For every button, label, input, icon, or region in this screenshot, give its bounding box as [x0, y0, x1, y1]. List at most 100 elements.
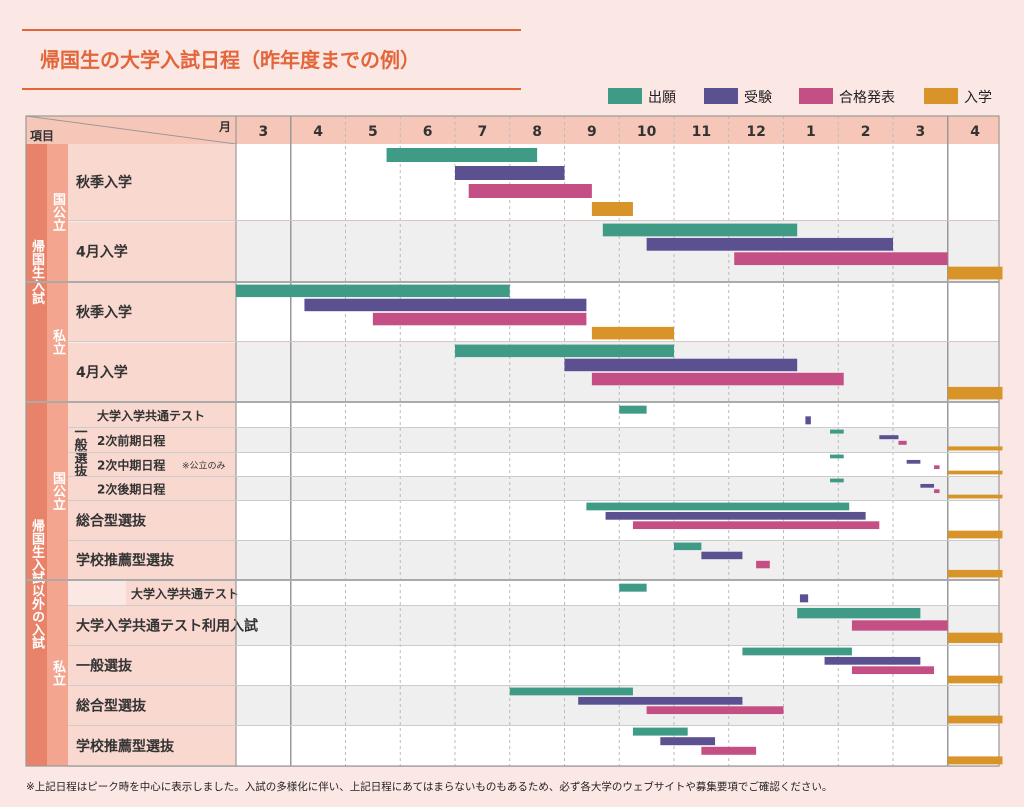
- group-cell-kokko2: [47, 403, 68, 579]
- bar-result: [372, 312, 587, 326]
- bar-result: [632, 521, 880, 530]
- month-label: 6: [423, 124, 433, 140]
- bar-apply: [236, 284, 510, 298]
- row-label-cell: [68, 606, 236, 645]
- row-label-cell: [90, 403, 236, 427]
- month-label: 3: [259, 124, 269, 140]
- group-cell-shiritsu2: [47, 581, 68, 766]
- row-label: 2次前期日程: [97, 433, 165, 448]
- bar-entry: [947, 530, 1003, 539]
- legend-swatch-apply: [608, 88, 642, 104]
- bar-apply: [830, 429, 844, 434]
- month-label: 9: [587, 124, 597, 140]
- group-cell-kikoku: [26, 144, 47, 401]
- bar-result: [851, 620, 948, 631]
- bar-result: [851, 666, 935, 675]
- legend-swatch-result: [799, 88, 833, 104]
- row-label-cell: [68, 646, 236, 685]
- bar-result: [756, 560, 770, 569]
- legend-label-exam: 受験: [744, 90, 772, 106]
- group-label-ippan: 一般選抜: [72, 425, 88, 478]
- row-label-cell: [90, 453, 236, 476]
- legend-label-result: 合格発表: [839, 90, 895, 106]
- row-label: 4月入学: [76, 364, 128, 381]
- month-label: 11: [692, 124, 711, 140]
- row-label-cell: [68, 283, 236, 341]
- bar-entry: [947, 715, 1003, 724]
- row-background: [236, 726, 999, 766]
- month-labels: 3 4 5 6 7 8 9 10 11 12 1 2 3 4: [259, 124, 981, 140]
- bar-result: [468, 184, 592, 198]
- bar-exam: [646, 237, 893, 251]
- bar-entry: [947, 386, 1003, 400]
- legend: 出願 受験 合格発表 入学: [608, 88, 992, 106]
- bar-apply: [602, 223, 798, 237]
- row-label-cell: [68, 686, 236, 725]
- bar-result: [934, 489, 940, 494]
- month-label: 3: [916, 124, 926, 140]
- bar-exam: [824, 656, 921, 665]
- bar-result: [734, 252, 948, 266]
- row-label-cell: [68, 144, 236, 220]
- bar-exam: [805, 416, 811, 425]
- row-label: 秋季入学: [76, 304, 132, 321]
- bar-apply: [619, 405, 647, 414]
- group-cell-other: [26, 403, 47, 766]
- row-label: 総合型選抜: [76, 698, 147, 715]
- row-label-cell: [68, 726, 236, 766]
- group-cell-kokko1: [47, 144, 68, 281]
- month-label: 4: [313, 124, 323, 140]
- header-diagonal: [25, 115, 237, 145]
- bar-exam: [906, 459, 921, 464]
- bar-entry: [947, 446, 1003, 451]
- bar-entry: [591, 202, 633, 216]
- bar-entry: [591, 326, 674, 340]
- row-label: 大学入学共通テスト: [131, 586, 239, 601]
- bar-result: [898, 440, 907, 445]
- bar-exam: [455, 166, 565, 180]
- row-label: 大学入学共通テスト利用入試: [76, 618, 258, 635]
- row-label: 2次後期日程: [97, 482, 165, 497]
- group-label-kokko1: 国公立: [50, 193, 66, 232]
- month-label: 10: [637, 124, 657, 140]
- month-label: 8: [532, 124, 542, 140]
- month-label: 7: [478, 124, 488, 140]
- header-item-label: 項目: [30, 129, 54, 143]
- bar-apply: [830, 454, 844, 459]
- row-label: 一般選抜: [76, 658, 133, 675]
- bar-exam: [304, 298, 587, 312]
- bar-result: [934, 465, 940, 470]
- legend-label-apply: 出願: [648, 90, 676, 106]
- bar-exam: [920, 483, 935, 488]
- bar-apply: [830, 478, 844, 483]
- row-label: 総合型選抜: [76, 513, 147, 530]
- bar-apply: [455, 344, 674, 358]
- row-background: [236, 581, 999, 605]
- bar-apply: [674, 542, 702, 551]
- row-background: [236, 403, 999, 427]
- table-border: [25, 115, 1000, 767]
- row-label-cell: [68, 343, 236, 401]
- row-note: ※公立のみ: [182, 460, 226, 472]
- legend-swatch-entry: [924, 88, 958, 104]
- row-label: 学校推薦型選抜: [76, 552, 175, 569]
- legend-label-entry: 入学: [964, 90, 992, 106]
- bar-layer: [236, 148, 1003, 765]
- bar-exam: [605, 511, 866, 520]
- row-label-cell: [68, 501, 236, 540]
- bar-exam: [578, 696, 743, 705]
- row-label-cell: [68, 222, 236, 281]
- group-label-other: 帰国生入試以外の入試: [29, 518, 46, 650]
- bar-exam: [564, 358, 798, 372]
- bar-apply: [386, 148, 538, 162]
- header-row: [26, 116, 999, 144]
- footnote: ※上記日程はピーク時を中心に表示しました。入試の多様化に伴い、上記日程にあてはま…: [26, 780, 832, 793]
- bar-entry: [947, 266, 1003, 280]
- row-background: [236, 646, 999, 685]
- row-background: [236, 477, 999, 500]
- row-background: [236, 428, 999, 452]
- bar-apply: [586, 502, 850, 511]
- row-label: 大学入学共通テスト: [97, 408, 205, 423]
